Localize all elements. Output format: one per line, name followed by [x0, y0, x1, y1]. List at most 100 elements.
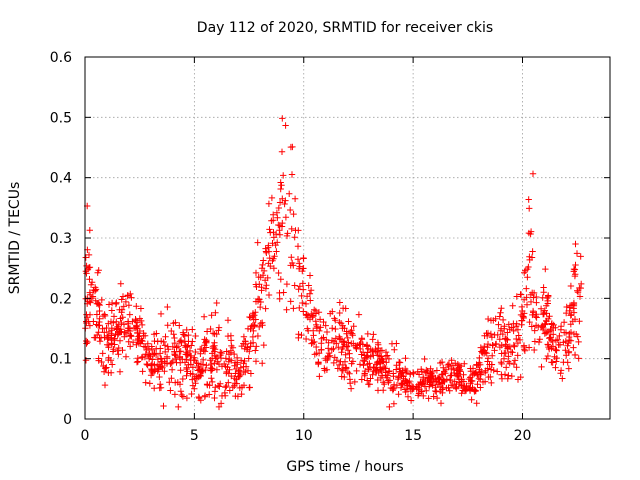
y-tick-label: 0.5 [50, 110, 72, 126]
data-point [553, 347, 560, 354]
data-point [540, 309, 547, 317]
data-point [513, 293, 520, 300]
data-point [290, 305, 297, 312]
data-point [307, 287, 315, 294]
data-point [280, 172, 287, 179]
data-point [402, 377, 409, 384]
data-point [350, 340, 357, 347]
data-point [108, 334, 115, 341]
data-point [338, 373, 345, 380]
data-point [240, 333, 248, 340]
data-point [361, 354, 369, 362]
data-point [217, 354, 225, 362]
data-point [318, 346, 325, 353]
grid [85, 57, 610, 419]
data-point [112, 300, 120, 308]
data-point [171, 334, 178, 342]
data-point [231, 380, 239, 387]
data-point [484, 358, 491, 365]
data-point [367, 346, 374, 353]
data-point [542, 329, 550, 337]
x-tick-label: 0 [81, 428, 90, 444]
data-point [87, 299, 94, 306]
data-point [212, 384, 219, 391]
data-point [556, 341, 564, 348]
data-point [331, 354, 338, 361]
data-point [147, 352, 154, 360]
data-point [105, 301, 113, 308]
data-point [193, 373, 200, 380]
data-point [172, 352, 179, 359]
data-point [197, 361, 205, 368]
data-point [366, 364, 374, 371]
data-point [262, 305, 269, 312]
data-point [393, 382, 401, 389]
data-point [385, 355, 393, 363]
data-point [125, 302, 133, 309]
data-point [497, 359, 505, 366]
x-tick-label: 10 [295, 428, 313, 444]
data-point [520, 296, 528, 303]
data-point [502, 335, 510, 343]
data-point [549, 338, 556, 346]
data-point [289, 143, 296, 151]
data-point [460, 371, 467, 378]
data-point [528, 323, 535, 330]
data-point [127, 343, 134, 350]
data-point [85, 264, 93, 271]
data-point [134, 319, 141, 326]
data-point [98, 358, 105, 366]
data-point [211, 360, 218, 367]
data-point [236, 367, 243, 374]
data-point [533, 314, 540, 321]
data-point [274, 239, 281, 246]
data-point [519, 313, 526, 320]
data-point [439, 389, 446, 397]
data-point [390, 400, 398, 407]
data-point [129, 318, 136, 325]
data-point [440, 364, 447, 371]
data-point [452, 383, 459, 390]
data-point [229, 384, 236, 391]
data-point [299, 299, 306, 307]
data-point [557, 367, 565, 374]
data-point [153, 330, 160, 337]
data-point [179, 329, 187, 336]
data-point [213, 299, 220, 307]
data-point [222, 384, 229, 391]
data-point [182, 342, 189, 349]
data-points [82, 115, 585, 411]
data-point [108, 307, 115, 314]
data-point [103, 332, 111, 339]
data-point [157, 310, 165, 318]
data-point [120, 303, 127, 310]
data-point [172, 319, 179, 326]
data-point [86, 227, 93, 234]
data-point [189, 326, 196, 333]
data-point [397, 384, 405, 391]
data-point [135, 335, 142, 343]
data-point [568, 311, 575, 318]
data-point [434, 374, 442, 382]
data-point [270, 234, 278, 241]
data-point [296, 304, 303, 312]
data-point [310, 332, 317, 339]
data-point [183, 372, 190, 379]
data-point [382, 365, 389, 372]
data-point [332, 325, 339, 333]
data-point [330, 359, 337, 367]
data-point [436, 383, 444, 391]
data-point [215, 327, 222, 334]
data-point [473, 361, 480, 368]
data-point [421, 355, 428, 363]
data-point [226, 387, 233, 394]
data-point [323, 366, 331, 373]
data-point [381, 380, 388, 388]
data-point [296, 260, 303, 267]
data-point [240, 360, 247, 367]
data-point [336, 333, 343, 340]
data-point [374, 387, 382, 394]
data-point [170, 331, 177, 338]
data-point [96, 338, 104, 345]
